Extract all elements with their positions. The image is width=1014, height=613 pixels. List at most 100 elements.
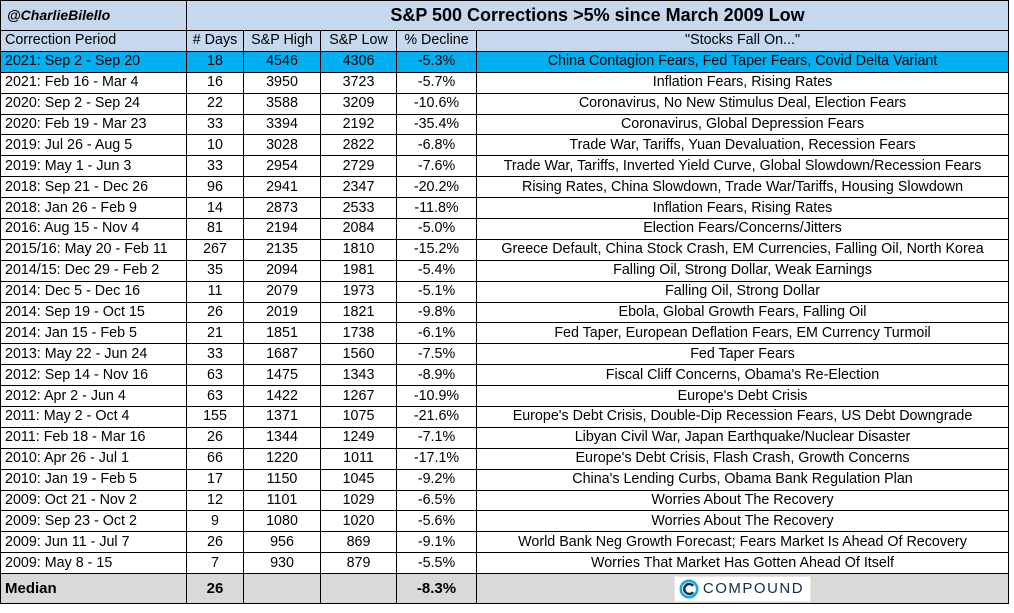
days-cell: 66 — [186, 447, 244, 470]
reasons-cell: Election Fears/Concerns/Jitters — [475, 218, 1010, 240]
reasons-cell: Europe's Debt Crisis — [475, 385, 1010, 408]
high-cell: 4546 — [243, 50, 321, 73]
high-cell: 2019 — [243, 301, 321, 324]
low-cell: 879 — [320, 552, 397, 575]
reasons-cell: Falling Oil, Strong Dollar, Weak Earning… — [475, 259, 1010, 282]
table-row: 2012: Sep 14 - Nov 16 63 1475 1343 -8.9% Fisc… — [0, 364, 1010, 387]
table-row: 2009: Sep 23 - Oct 2 9 1080 1020 -5.6% Worrie… — [0, 510, 1010, 533]
high-cell: 930 — [243, 552, 321, 575]
high-cell: 2941 — [243, 176, 321, 199]
high-cell: 2954 — [243, 155, 321, 178]
col-header-high: S&P High — [243, 30, 321, 52]
decline-cell: -20.2% — [396, 176, 477, 199]
low-cell: 1045 — [320, 468, 397, 491]
reasons-cell: Greece Default, China Stock Crash, EM Cu… — [475, 238, 1010, 261]
col-header-decline: % Decline — [396, 30, 477, 52]
table-row: 2018: Jan 26 - Feb 9 14 2873 2533 -11.8% Infl… — [0, 197, 1010, 220]
reasons-cell: Rising Rates, China Slowdown, Trade War/… — [475, 176, 1010, 199]
low-cell: 1560 — [320, 343, 397, 366]
high-cell: 956 — [243, 531, 321, 554]
col-header-days: # Days — [186, 30, 244, 52]
period-cell: 2010: Jan 19 - Feb 5 — [0, 468, 187, 491]
reasons-cell: Libyan Civil War, Japan Earthquake/Nucle… — [475, 426, 1010, 449]
table-row: 2012: Apr 2 - Jun 4 63 1422 1267 -10.9% Europ… — [0, 385, 1010, 408]
low-cell: 869 — [320, 531, 397, 554]
low-cell: 2533 — [320, 197, 397, 220]
days-cell: 22 — [186, 92, 244, 115]
high-cell: 1422 — [243, 385, 321, 408]
high-cell: 3394 — [243, 113, 321, 136]
low-cell: 1249 — [320, 426, 397, 449]
median-empty-high — [243, 573, 321, 605]
high-cell: 2094 — [243, 259, 321, 282]
high-cell: 2194 — [243, 218, 321, 240]
reasons-cell: Inflation Fears, Rising Rates — [475, 197, 1010, 220]
days-cell: 26 — [186, 426, 244, 449]
decline-cell: -6.1% — [396, 322, 477, 345]
low-cell: 3723 — [320, 71, 397, 94]
reasons-cell: Inflation Fears, Rising Rates — [475, 71, 1010, 94]
days-cell: 33 — [186, 113, 244, 136]
days-cell: 35 — [186, 259, 244, 282]
low-cell: 1738 — [320, 322, 397, 345]
period-cell: 2015/16: May 20 - Feb 11 — [0, 238, 187, 261]
days-cell: 14 — [186, 197, 244, 220]
days-cell: 96 — [186, 176, 244, 199]
low-cell: 1981 — [320, 259, 397, 282]
decline-cell: -9.2% — [396, 468, 477, 491]
col-header-reasons: "Stocks Fall On..." — [475, 30, 1010, 52]
decline-cell: -6.5% — [396, 489, 477, 512]
low-cell: 1029 — [320, 489, 397, 512]
decline-cell: -35.4% — [396, 113, 477, 136]
reasons-cell: Falling Oil, Strong Dollar — [475, 280, 1010, 303]
table-row: 2009: May 8 - 15 7 930 879 -5.5% Worries That… — [0, 552, 1010, 575]
reasons-cell: Fed Taper Fears — [475, 343, 1010, 366]
decline-cell: -5.3% — [396, 50, 477, 73]
period-cell: 2020: Sep 2 - Sep 24 — [0, 92, 187, 115]
period-cell: 2012: Apr 2 - Jun 4 — [0, 385, 187, 408]
period-cell: 2021: Sep 2 - Sep 20 — [0, 50, 187, 73]
days-cell: 33 — [186, 343, 244, 366]
reasons-cell: Worries That Market Has Gotten Ahead Of … — [475, 552, 1010, 575]
median-logo-cell: COMPOUND — [475, 573, 1010, 605]
days-cell: 18 — [186, 50, 244, 73]
low-cell: 1821 — [320, 301, 397, 324]
reasons-cell: World Bank Neg Growth Forecast; Fears Ma… — [475, 531, 1010, 554]
high-cell: 2873 — [243, 197, 321, 220]
table-row: 2019: May 1 - Jun 3 33 2954 2729 -7.6% Trade … — [0, 155, 1010, 178]
period-cell: 2014: Jan 15 - Feb 5 — [0, 322, 187, 345]
decline-cell: -11.8% — [396, 197, 477, 220]
decline-cell: -7.5% — [396, 343, 477, 366]
period-cell: 2018: Sep 21 - Dec 26 — [0, 176, 187, 199]
days-cell: 17 — [186, 468, 244, 491]
high-cell: 1687 — [243, 343, 321, 366]
table-row: 2011: May 2 - Oct 4 155 1371 1075 -21.6% Euro… — [0, 406, 1010, 428]
days-cell: 16 — [186, 71, 244, 94]
low-cell: 1075 — [320, 406, 397, 428]
high-cell: 1080 — [243, 510, 321, 533]
high-cell: 3028 — [243, 134, 321, 157]
table-row: 2021: Feb 16 - Mar 4 16 3950 3723 -5.7% Infla… — [0, 71, 1010, 94]
high-cell: 2135 — [243, 238, 321, 261]
period-cell: 2014: Sep 19 - Oct 15 — [0, 301, 187, 324]
table-row: 2011: Feb 18 - Mar 16 26 1344 1249 -7.1% Liby… — [0, 426, 1010, 449]
reasons-cell: Ebola, Global Growth Fears, Falling Oil — [475, 301, 1010, 324]
days-cell: 9 — [186, 510, 244, 533]
low-cell: 2729 — [320, 155, 397, 178]
title-row: @CharlieBilello S&P 500 Corrections >5% … — [0, 0, 1010, 31]
median-empty-low — [320, 573, 397, 605]
table-row: 2013: May 22 - Jun 24 33 1687 1560 -7.5% Fed … — [0, 343, 1010, 366]
table-row: 2014/15: Dec 29 - Feb 2 35 2094 1981 -5.4% Fa… — [0, 259, 1010, 282]
reasons-cell: Trade War, Tariffs, Yuan Devaluation, Re… — [475, 134, 1010, 157]
reasons-cell: Fiscal Cliff Concerns, Obama's Re-Electi… — [475, 364, 1010, 387]
table-row: 2014: Sep 19 - Oct 15 26 2019 1821 -9.8% Ebol… — [0, 301, 1010, 324]
median-decline: -8.3% — [396, 573, 477, 605]
table-title: S&P 500 Corrections >5% since March 2009… — [185, 0, 1010, 31]
period-cell: 2011: May 2 - Oct 4 — [0, 406, 187, 428]
decline-cell: -17.1% — [396, 447, 477, 470]
decline-cell: -7.6% — [396, 155, 477, 178]
col-header-period: Correction Period — [0, 30, 187, 52]
decline-cell: -10.6% — [396, 92, 477, 115]
reasons-cell: China's Lending Curbs, Obama Bank Regula… — [475, 468, 1010, 491]
